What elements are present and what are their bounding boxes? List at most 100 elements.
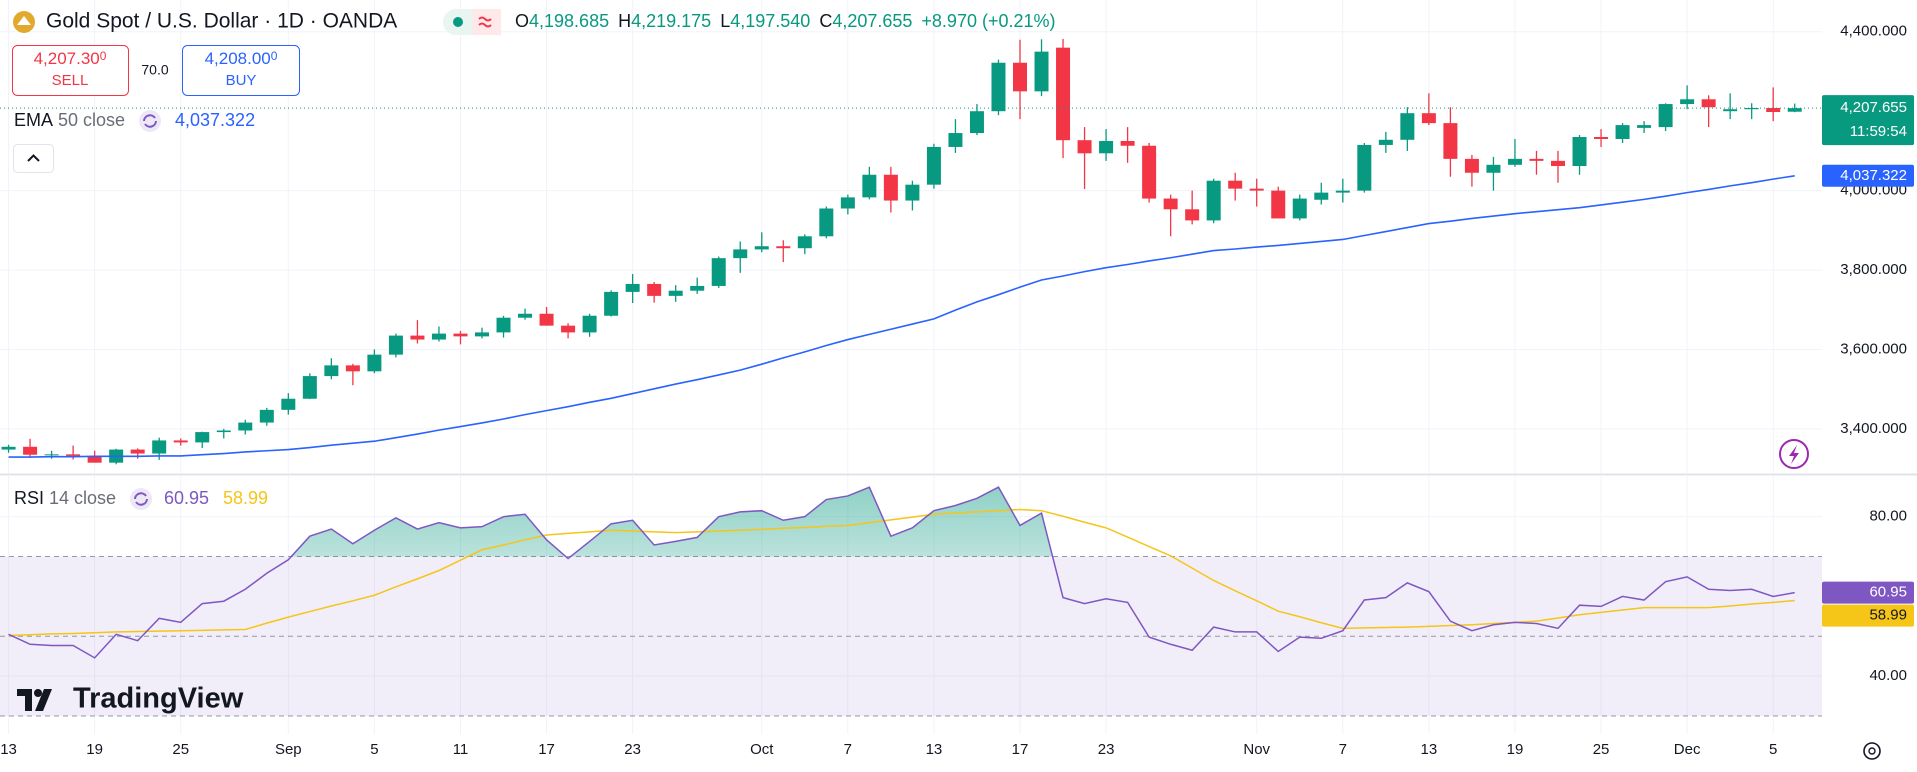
ohlc-legend: O4,198.685 H4,219.175 L4,197.540 C4,207.… (515, 11, 1056, 31)
candle-body (1335, 190, 1350, 193)
settings-icon[interactable] (1863, 742, 1881, 760)
y-tick-label: 4,400.000 (1840, 23, 1907, 40)
candle-body (733, 249, 748, 259)
x-tick-label: 5 (370, 741, 378, 758)
candle-body (1443, 123, 1458, 159)
candle-body (1723, 109, 1738, 112)
ema-icon-arrows (143, 114, 157, 128)
sell-button[interactable] (12, 45, 129, 96)
candle-body (130, 449, 145, 454)
candle-body (883, 174, 898, 201)
candle-body (1120, 140, 1135, 146)
logo-mark (17, 689, 32, 711)
rsi-icon[interactable] (130, 488, 152, 510)
candle-body (1185, 209, 1200, 221)
symbol-title[interactable]: Gold Spot / U.S. Dollar · 1D · OANDA (46, 10, 397, 33)
buy-price-main: 4,208.00 (205, 49, 271, 68)
ema-line (8, 175, 1795, 458)
buy-button[interactable] (182, 45, 300, 96)
candle-body (797, 236, 812, 249)
rsi-params: 14 close (49, 488, 116, 508)
sell-label: SELL (52, 72, 89, 89)
rsi-legend[interactable]: RSI 14 close (14, 488, 116, 508)
logo-text[interactable]: TradingView (73, 683, 244, 715)
candle-body (1271, 190, 1286, 219)
buy-price: 4,208.000 (205, 49, 278, 68)
candle-body (1228, 180, 1243, 189)
ema-badge-label: 4,037.322 (1840, 167, 1907, 184)
y-tick-label: 3,800.000 (1840, 261, 1907, 278)
candle-body (216, 430, 231, 433)
ema-badge (1822, 164, 1914, 187)
price-badge (1822, 95, 1914, 146)
candle-body (1551, 160, 1565, 167)
x-tick-label: 19 (86, 741, 103, 758)
ohlc-value: 4,207.655 (832, 11, 912, 31)
candle-body (1099, 140, 1114, 154)
y-tick-label: 40.00 (1869, 667, 1907, 684)
candle-body (1378, 139, 1393, 145)
candle-body (582, 315, 597, 333)
candle-body (302, 376, 317, 399)
candle-body (345, 365, 360, 372)
candle-body (1766, 108, 1781, 112)
ohlc-label: O (515, 11, 529, 31)
candle-body (1658, 104, 1673, 128)
overbought-fill (8, 487, 1795, 557)
candle-body (1314, 192, 1329, 200)
candle-body (1, 446, 16, 450)
candle-body (1701, 99, 1716, 108)
candle-body (1486, 164, 1501, 173)
candle-body (690, 285, 705, 291)
price-plot (1, 38, 1802, 465)
candle-body (754, 246, 769, 250)
ohlc-value: 4,198.685 (529, 11, 609, 31)
candle-body (625, 283, 640, 292)
candle-body (1034, 51, 1049, 92)
rsi-plot (8, 486, 1795, 717)
x-tick-label: Dec (1674, 741, 1701, 758)
rsi-name: RSI (14, 488, 44, 508)
status-pill-right (472, 9, 501, 35)
x-tick-label: 17 (1012, 741, 1029, 758)
change: +8.970 (+0.21%) (921, 11, 1055, 31)
countdown-label: 11:59:54 (1850, 123, 1907, 140)
candle-body (453, 333, 468, 337)
sell-price-small: 0 (100, 49, 107, 63)
x-tick-label: 7 (844, 741, 852, 758)
sell-price-main: 4,207.30 (34, 49, 100, 68)
candle-body (259, 409, 274, 423)
candle-body (66, 454, 81, 456)
candle-body (969, 111, 984, 134)
candle-body (948, 133, 963, 147)
candle-body (647, 283, 662, 296)
candle-body (431, 333, 446, 340)
rsi-badge-label: 60.95 (1869, 584, 1907, 601)
candle-body (367, 354, 382, 372)
x-tick-label: Oct (750, 741, 774, 758)
symbol-icon-mark (17, 16, 31, 25)
ema-legend[interactable]: EMA 50 close (14, 110, 125, 130)
candle-body (1400, 113, 1415, 140)
ema-icon[interactable] (139, 110, 161, 132)
x-tick-label: 11 (453, 741, 469, 758)
candle-body (1421, 113, 1436, 124)
candle-body (152, 440, 167, 454)
ema-value: 4,037.322 (175, 110, 255, 130)
delay-icon (478, 16, 492, 28)
candle-body (475, 332, 489, 337)
x-tick-label: 23 (1098, 741, 1115, 758)
x-tick-label: 17 (538, 741, 555, 758)
candle-body (1292, 198, 1307, 219)
collapse-button[interactable] (13, 144, 54, 173)
candle-body (1464, 158, 1479, 173)
candle-body (711, 258, 726, 286)
logo-dot (34, 689, 42, 697)
rsi-icon-arrows (134, 492, 148, 506)
candle-body (840, 197, 855, 209)
collapse-chevron (27, 154, 40, 162)
candle-body (1572, 137, 1587, 167)
candle-body (1142, 145, 1157, 199)
x-tick-label: 13 (1421, 741, 1438, 758)
